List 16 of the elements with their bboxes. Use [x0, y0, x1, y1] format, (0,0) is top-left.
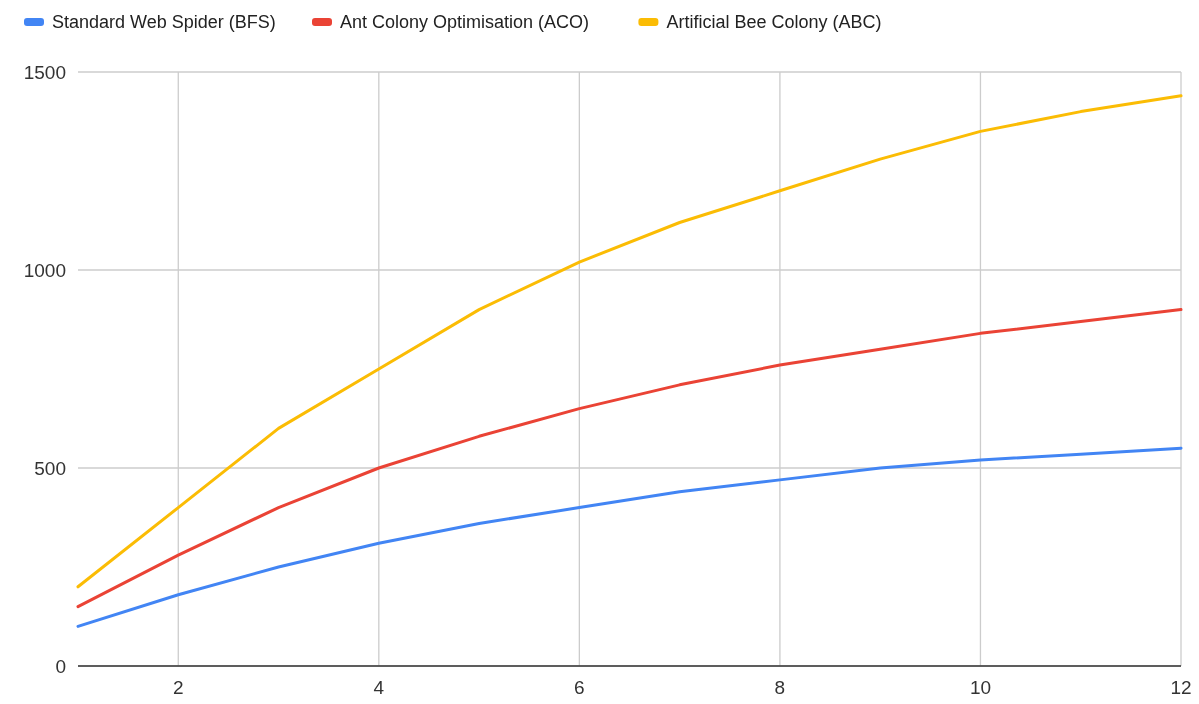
y-tick-label: 0 [55, 656, 66, 677]
legend-label: Standard Web Spider (BFS) [52, 12, 276, 32]
x-tick-label: 10 [969, 677, 992, 698]
y-tick-label: 1500 [23, 62, 66, 83]
legend-label: Ant Colony Optimisation (ACO) [340, 12, 590, 32]
x-tick-label: 6 [574, 677, 585, 698]
y-tick-label: 500 [34, 458, 66, 479]
line-series [76, 446, 1183, 628]
x-tick-label: 2 [172, 677, 184, 698]
x-tick-label: 4 [373, 677, 385, 698]
x-tick-label: 12 [1170, 677, 1192, 698]
line-series [76, 94, 1183, 589]
x-tick-label: 8 [774, 677, 786, 698]
line-series [76, 308, 1183, 609]
legend-label: Artificial Bee Colony (ABC) [666, 12, 882, 32]
y-tick-label: 1000 [23, 260, 66, 281]
